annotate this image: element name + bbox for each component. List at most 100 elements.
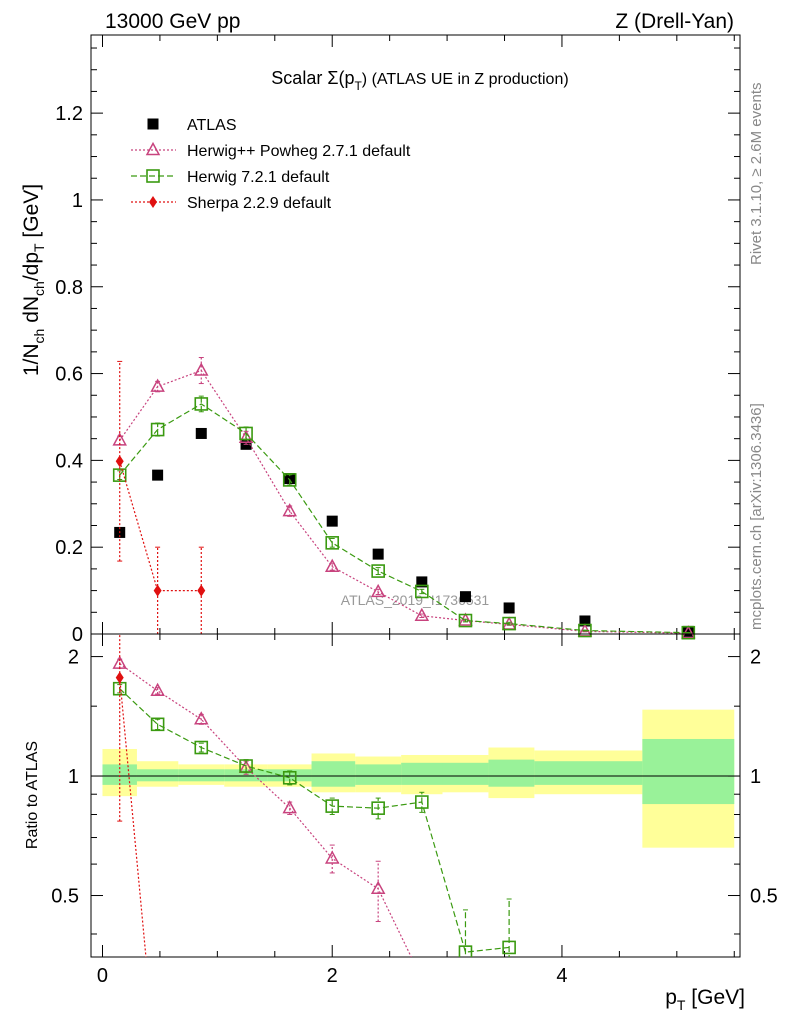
data-point — [415, 584, 429, 599]
y-tick-label: 0 — [72, 624, 83, 646]
main-title-suffix: ) (ATLAS UE in Z production) — [362, 71, 569, 88]
band-inner — [224, 769, 268, 782]
data-point — [681, 625, 696, 640]
ratio-point — [502, 940, 516, 955]
series-3 — [115, 360, 206, 635]
header-right: Z (Drell-Yan) — [615, 10, 734, 33]
x-tick-label: 2 — [327, 965, 338, 987]
x-axis-label-unit: [GeV] — [685, 986, 745, 1009]
legend-label: Herwig++ Powheg 2.7.1 default — [187, 143, 411, 160]
main-title-prefix: Scalar Σ(p — [271, 68, 354, 88]
data-point — [682, 625, 694, 637]
ratio-ticks: 0 2 4 0.5 0.5 1 1 2 2 — [51, 634, 778, 987]
ratio-point — [282, 770, 297, 785]
band-inner — [534, 761, 643, 785]
header-left: 13000 GeV pp — [105, 10, 240, 33]
ratio-point — [458, 945, 473, 957]
data-point — [372, 548, 384, 560]
data-point — [150, 378, 165, 392]
x-axis-label-main: p — [665, 986, 677, 1009]
data-point — [284, 473, 296, 485]
y-tick-label: 1.2 — [55, 103, 83, 125]
data-point — [324, 558, 340, 572]
data-point — [197, 584, 206, 597]
data-point — [282, 503, 297, 517]
ratio-bands — [91, 709, 740, 848]
data-point — [194, 362, 209, 376]
data-point — [459, 591, 471, 603]
ratio-point — [282, 800, 297, 814]
data-point — [458, 612, 473, 626]
series-line — [119, 369, 689, 634]
ratio-tick-label-right: 0.5 — [750, 886, 778, 908]
ratio-series-1 — [112, 681, 516, 957]
legend: ATLAS Herwig++ Powheg 2.7.1 default Herwig… — [131, 117, 411, 212]
data-point — [194, 397, 209, 411]
y-tick-label: 0.6 — [55, 364, 83, 386]
y-tick-label: 1 — [72, 190, 83, 212]
data-point — [414, 607, 430, 622]
ratio-frame — [90, 633, 741, 958]
x-axis-label: pT [GeV] — [665, 986, 745, 1013]
band-inner — [642, 738, 735, 805]
ratio-line — [119, 663, 412, 957]
ratio-tick-label: 2 — [68, 647, 79, 669]
x-tick-label: 0 — [97, 965, 108, 987]
ratio-point — [239, 759, 253, 773]
y-tick-label: 0.8 — [55, 277, 83, 299]
ratio-point — [115, 671, 124, 684]
legend-label: Herwig 7.2.1 default — [187, 169, 330, 186]
band-inner — [488, 759, 535, 787]
data-point — [502, 616, 516, 631]
band-inner — [178, 769, 225, 782]
ratio-series-0 — [112, 655, 412, 957]
data-point — [325, 536, 340, 550]
data-point — [152, 469, 164, 481]
legend-label: ATLAS — [187, 117, 237, 134]
legend-marker — [147, 118, 159, 130]
main-title: Scalar Σ(pT) (ATLAS UE in Z production) — [271, 68, 568, 93]
ratio-point — [324, 850, 340, 864]
data-point — [326, 515, 338, 527]
y-tick-label: 0.4 — [55, 450, 83, 472]
band-inner — [401, 762, 443, 785]
ratio-point — [371, 801, 385, 815]
ratio-marks — [112, 634, 516, 957]
main-ticks: 0 0.2 0.4 0.6 0.8 1 1.2 — [55, 35, 740, 646]
main-marks — [112, 357, 696, 640]
band-inner — [311, 761, 356, 787]
main-panel: 00.20.40.60.811.2 ATLAS_2019_I1736531 Sc… — [55, 34, 741, 646]
ratio-series-2 — [115, 634, 147, 957]
ratio-line — [119, 677, 147, 957]
main-ylabel: 1/Nch dNch/dpT [GeV] — [20, 184, 47, 376]
legend-marker — [149, 196, 157, 208]
ratio-tick-label: 0.5 — [51, 886, 79, 908]
x-axis-label-sub: T — [677, 997, 686, 1013]
ratio-panel: 0 2 4 0.5 0.5 1 1 2 2 — [51, 633, 778, 987]
data-point — [282, 473, 297, 487]
data-point — [153, 584, 162, 597]
data-point — [503, 602, 515, 614]
ratio-point — [325, 799, 340, 813]
legend-marker — [146, 169, 160, 183]
series-line — [119, 461, 202, 592]
data-point — [239, 426, 253, 441]
x-tick-label: 4 — [556, 965, 567, 987]
data-point — [115, 455, 124, 468]
data-point — [371, 564, 385, 578]
ratio-point — [194, 740, 209, 755]
ratio-point — [415, 795, 429, 809]
legend-marker — [145, 141, 161, 156]
mcplots-label: mcplots.cern.ch [arXiv:1306.3436] — [748, 403, 765, 630]
ratio-ylabel: Ratio to ATLAS — [24, 741, 41, 849]
data-point — [579, 615, 591, 627]
band-inner — [442, 762, 489, 785]
ratio-tick-label-right: 1 — [750, 766, 761, 788]
y-tick-label: 0.2 — [55, 537, 83, 559]
data-point — [578, 623, 592, 638]
ratio-point — [150, 717, 165, 732]
series-line — [119, 403, 689, 634]
ratio-point — [194, 711, 209, 725]
data-point — [150, 422, 165, 437]
